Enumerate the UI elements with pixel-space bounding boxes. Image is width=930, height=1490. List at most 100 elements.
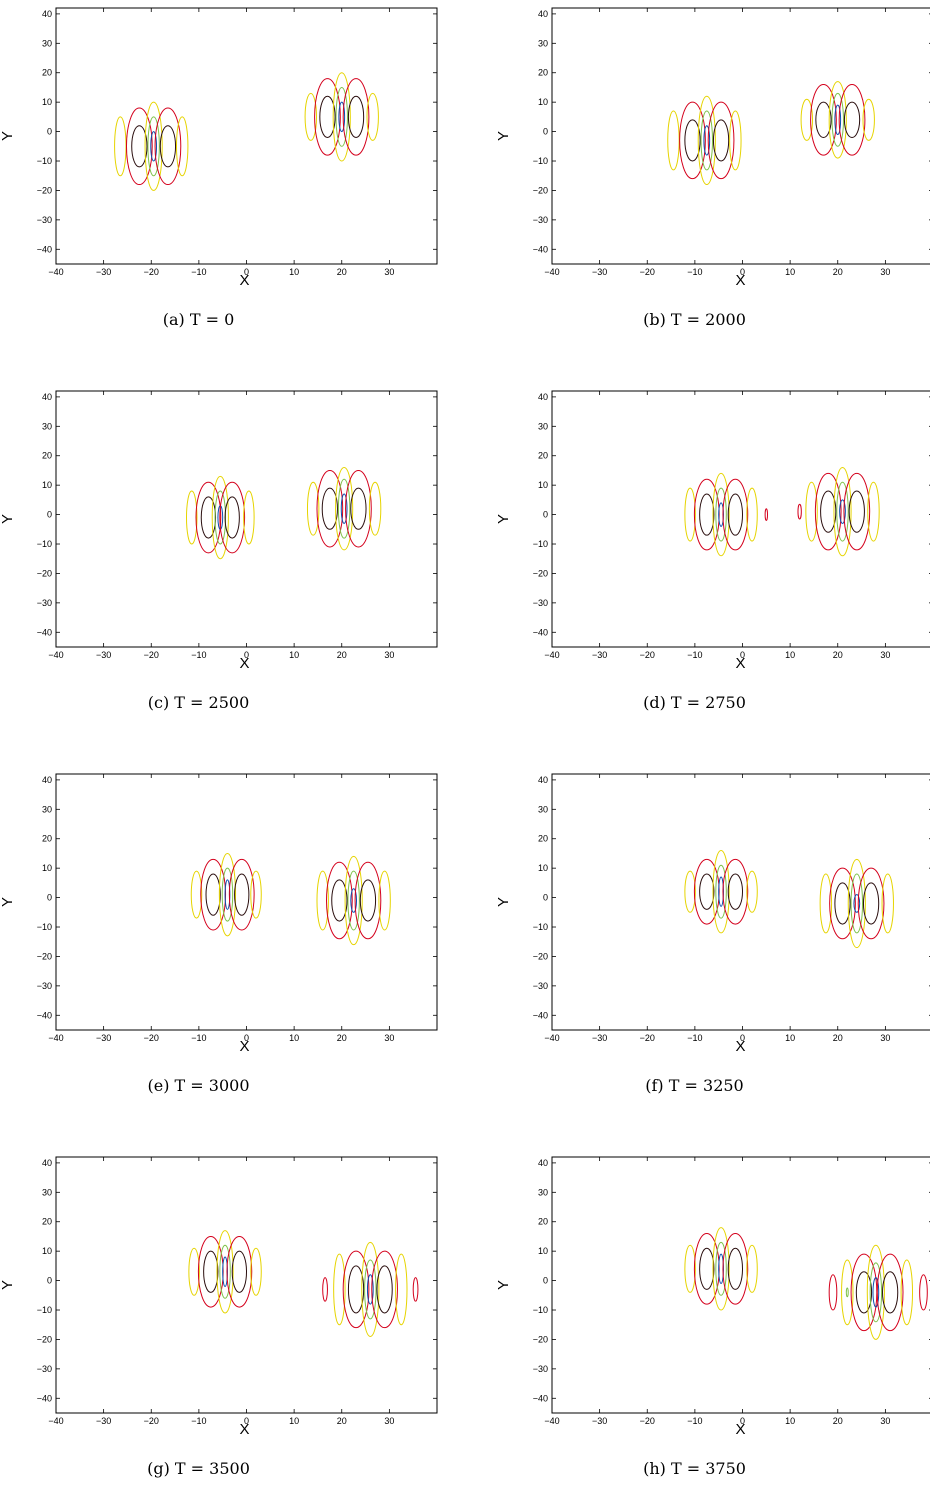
contour-set: [684, 1227, 928, 1340]
contour-red: [316, 469, 344, 548]
x-tick-label: 0: [244, 267, 249, 277]
contour-black: [843, 101, 861, 138]
contour-red: [797, 503, 802, 520]
y-tick-label: 40: [538, 775, 548, 785]
x-tick-label: −20: [144, 267, 159, 277]
y-tick-label: −40: [37, 627, 52, 637]
x-tick-label: 30: [384, 267, 394, 277]
contour-yellow: [684, 870, 696, 913]
x-tick-label: −10: [687, 267, 702, 277]
y-axis-label: Y: [495, 131, 512, 141]
contour-black: [727, 1247, 744, 1290]
contour-yellow: [712, 1227, 730, 1311]
contour-green: [219, 1244, 231, 1299]
y-tick-label: 40: [42, 1158, 52, 1168]
x-tick-label: 30: [880, 650, 890, 660]
y-tick-label: −10: [37, 1305, 52, 1315]
x-tick-label: 0: [244, 1033, 249, 1043]
y-tick-label: 20: [538, 834, 548, 844]
contour-yellow: [218, 852, 237, 937]
y-tick-label: 40: [538, 9, 548, 19]
x-tick-label: 10: [785, 1033, 795, 1043]
contour-green: [850, 873, 864, 934]
contour-black: [834, 882, 851, 925]
contour-set: [188, 1230, 419, 1337]
y-tick-label: 40: [538, 392, 548, 402]
x-tick-label: −40: [48, 650, 63, 660]
contour-yellow: [332, 72, 351, 162]
contour-yellow: [185, 490, 198, 545]
x-tick-label: 20: [337, 1033, 347, 1043]
y-tick-label: −10: [37, 156, 52, 166]
contour-set: [190, 852, 391, 946]
contour-yellow: [841, 1259, 854, 1326]
contour-yellow: [833, 467, 852, 557]
panel-caption: (a) T = 0: [163, 310, 235, 329]
x-tick-label: 10: [785, 650, 795, 660]
y-tick-label: −40: [533, 627, 548, 637]
x-tick-label: 30: [880, 267, 890, 277]
contour-yellow: [697, 95, 716, 186]
contour-red: [707, 101, 735, 180]
axes-box: [55, 1156, 438, 1414]
contour-yellow: [712, 850, 730, 934]
contour-green: [836, 481, 849, 542]
y-tick-label: −10: [533, 922, 548, 932]
contour-black: [200, 496, 217, 539]
x-axis-label: X: [735, 655, 745, 672]
contour-yellow: [216, 1230, 234, 1314]
x-tick-label: −40: [48, 1033, 63, 1043]
contour-red: [857, 867, 885, 940]
x-tick-label: −40: [544, 650, 559, 660]
contour-red: [722, 858, 749, 925]
x-tick-label: 0: [740, 650, 745, 660]
x-tick-label: 0: [244, 650, 249, 660]
x-tick-label: 20: [337, 1416, 347, 1426]
contour-yellow: [361, 1241, 380, 1337]
contour-green: [715, 864, 727, 919]
y-tick-label: −20: [37, 185, 52, 195]
contour-red: [838, 84, 866, 156]
contour-blue: [340, 493, 348, 524]
y-axis-label: Y: [495, 514, 512, 524]
y-tick-label: 30: [538, 421, 548, 431]
x-tick-label: −20: [640, 1416, 655, 1426]
contour-green: [715, 1241, 727, 1296]
x-tick-label: 20: [833, 267, 843, 277]
y-tick-label: 10: [42, 863, 52, 873]
chart-panel: −40 −30 −20 −10 0 10 20 30 −40 −30 −20 −10 0 10 20 30 40…: [495, 1156, 930, 1478]
x-tick-label: −30: [592, 650, 607, 660]
contour-black: [848, 490, 865, 533]
x-tick-label: −10: [191, 267, 206, 277]
contour-blue: [338, 101, 346, 133]
y-tick-label: −10: [533, 539, 548, 549]
contour-red: [226, 1235, 253, 1308]
x-tick-label: −30: [96, 267, 111, 277]
x-axis-label: X: [735, 272, 745, 289]
x-tick-label: 0: [244, 1416, 249, 1426]
y-tick-label: 40: [538, 1158, 548, 1168]
y-tick-label: 0: [543, 1276, 548, 1286]
contour-yellow: [819, 873, 833, 934]
x-tick-label: −40: [544, 1416, 559, 1426]
x-tick-label: 30: [384, 1033, 394, 1043]
contour-red: [345, 469, 372, 548]
y-tick-label: 10: [538, 97, 548, 107]
contour-set: [114, 72, 379, 191]
x-tick-label: 10: [785, 267, 795, 277]
contour-set: [185, 467, 382, 560]
x-axis-label: X: [239, 272, 249, 289]
contour-green: [715, 487, 727, 542]
contour-set: [684, 850, 894, 949]
contour-yellow: [746, 1244, 758, 1293]
y-axis-label: Y: [0, 514, 16, 524]
x-tick-label: −40: [544, 267, 559, 277]
contour-black: [205, 873, 221, 916]
contour-set: [667, 81, 875, 186]
contour-black: [862, 882, 880, 925]
contour-yellow: [335, 467, 354, 551]
contour-red: [228, 858, 255, 931]
contour-red: [154, 107, 182, 186]
x-tick-label: 30: [384, 1416, 394, 1426]
